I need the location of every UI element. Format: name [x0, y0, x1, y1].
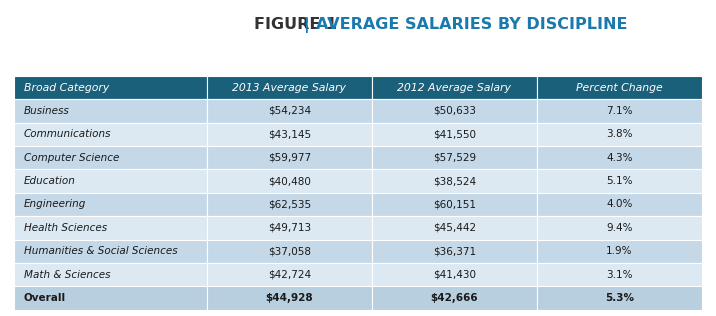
Text: 7.1%: 7.1% [606, 106, 632, 116]
Bar [372, 216, 537, 240]
Text: $49,713: $49,713 [268, 223, 311, 233]
Text: 3.1%: 3.1% [606, 270, 632, 280]
Text: 9.4%: 9.4% [606, 223, 632, 233]
Bar [14, 240, 207, 263]
Text: 2013 Average Salary: 2013 Average Salary [232, 82, 347, 93]
Bar [372, 240, 537, 263]
Text: 4.3%: 4.3% [606, 153, 632, 163]
Text: $36,371: $36,371 [432, 246, 476, 256]
Text: $38,524: $38,524 [432, 176, 476, 186]
Text: Business: Business [24, 106, 69, 116]
Text: Broad Category: Broad Category [24, 82, 109, 93]
Text: |: | [304, 17, 309, 33]
Bar [14, 286, 207, 310]
Bar [207, 240, 372, 263]
Bar [14, 99, 207, 123]
Bar [537, 123, 702, 146]
Bar [14, 169, 207, 193]
Text: Education: Education [24, 176, 75, 186]
Bar [537, 286, 702, 310]
Bar [537, 193, 702, 216]
Bar [537, 76, 702, 99]
Text: $54,234: $54,234 [268, 106, 311, 116]
Bar [14, 216, 207, 240]
Text: $57,529: $57,529 [432, 153, 476, 163]
Text: Percent Change: Percent Change [576, 82, 662, 93]
Text: 1.9%: 1.9% [606, 246, 632, 256]
Text: $44,928: $44,928 [266, 293, 313, 303]
Bar [537, 263, 702, 286]
Bar [14, 263, 207, 286]
Bar [537, 240, 702, 263]
Text: Humanities & Social Sciences: Humanities & Social Sciences [24, 246, 178, 256]
Bar [207, 123, 372, 146]
Bar [372, 146, 537, 169]
Bar [207, 193, 372, 216]
Text: AVERAGE SALARIES BY DISCIPLINE: AVERAGE SALARIES BY DISCIPLINE [316, 17, 628, 32]
Text: 4.0%: 4.0% [606, 199, 632, 210]
Text: $37,058: $37,058 [268, 246, 311, 256]
Bar [207, 76, 372, 99]
Bar [14, 146, 207, 169]
Text: $42,666: $42,666 [430, 293, 478, 303]
Bar [372, 286, 537, 310]
Text: $41,430: $41,430 [432, 270, 475, 280]
Bar [372, 99, 537, 123]
Text: Overall: Overall [24, 293, 66, 303]
Text: FIGURE 1: FIGURE 1 [254, 17, 337, 32]
Text: $45,442: $45,442 [432, 223, 476, 233]
Bar [14, 76, 207, 99]
Bar [207, 146, 372, 169]
Bar [372, 76, 537, 99]
Text: $41,550: $41,550 [432, 129, 475, 139]
Bar [537, 216, 702, 240]
Text: 2012 Average Salary: 2012 Average Salary [397, 82, 511, 93]
Text: 3.8%: 3.8% [606, 129, 632, 139]
Bar [372, 123, 537, 146]
Text: Engineering: Engineering [24, 199, 86, 210]
Text: Communications: Communications [24, 129, 111, 139]
Bar [14, 193, 207, 216]
Bar [372, 263, 537, 286]
Bar [372, 169, 537, 193]
Text: 5.3%: 5.3% [605, 293, 634, 303]
Bar [537, 146, 702, 169]
Bar [14, 123, 207, 146]
Bar [372, 193, 537, 216]
Text: Math & Sciences: Math & Sciences [24, 270, 110, 280]
Text: Health Sciences: Health Sciences [24, 223, 107, 233]
Text: $40,480: $40,480 [268, 176, 311, 186]
Text: $50,633: $50,633 [432, 106, 475, 116]
Bar [207, 263, 372, 286]
Text: 5.1%: 5.1% [606, 176, 632, 186]
Text: $42,724: $42,724 [268, 270, 311, 280]
Text: Computer Science: Computer Science [24, 153, 119, 163]
Text: $59,977: $59,977 [268, 153, 311, 163]
Bar [207, 169, 372, 193]
Bar [207, 216, 372, 240]
Bar [537, 169, 702, 193]
Bar [537, 99, 702, 123]
Text: $62,535: $62,535 [268, 199, 311, 210]
Bar [207, 99, 372, 123]
Text: $43,145: $43,145 [268, 129, 311, 139]
Bar [207, 286, 372, 310]
Text: $60,151: $60,151 [432, 199, 475, 210]
